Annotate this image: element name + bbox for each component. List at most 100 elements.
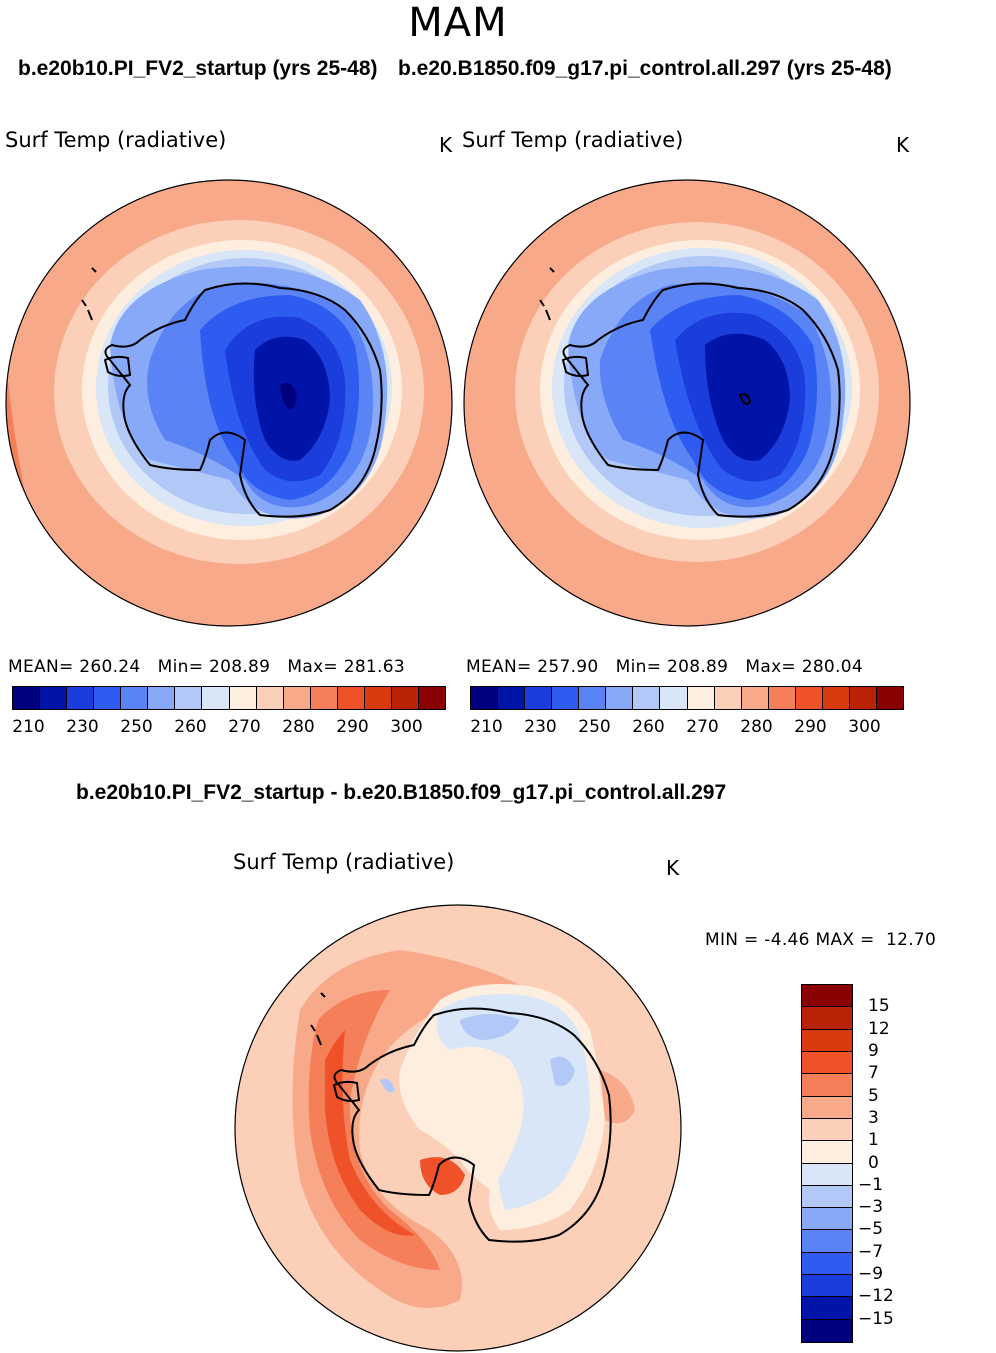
colorbar-swatch [802,985,852,1008]
variable-label-diff: Surf Temp (radiative) [233,850,455,874]
colorbar-swatch [802,1319,852,1342]
case-title-left: b.e20b10.PI_FV2_startup (yrs 25-48) [18,57,378,80]
colorbar-swatch [802,1074,852,1097]
colorbar-tick-label: 3 [868,1107,879,1128]
colorbar-swatch [40,687,68,709]
colorbar-swatch [633,687,661,709]
colorbar-swatch [175,687,203,709]
colorbar-tick-label: −9 [858,1264,884,1285]
difference-title: b.e20b10.PI_FV2_startup - b.e20.B1850.f0… [76,781,727,804]
min-value-diff: -4.46 [764,930,810,950]
colorbar-swatch [579,687,607,709]
colorbar-swatch [795,687,823,709]
min-value-left: 208.89 [208,657,271,677]
colorbar-tick-label: 260 [174,717,207,737]
colorbar-swatch [552,687,580,709]
colorbar-swatch [606,687,634,709]
colorbar-swatch [418,687,445,709]
colorbar-tick-label: 1 [868,1130,879,1151]
colorbar-swatch [13,687,41,709]
colorbar-tick-label: 9 [868,1040,879,1061]
colorbar-tick-label: 210 [470,717,503,737]
colorbar-swatch [802,1230,852,1253]
colorbar-swatch [876,687,903,709]
colorbar-tick-label: 300 [848,717,881,737]
map-difference-field [235,905,681,1351]
colorbar-tick-label: 260 [632,717,665,737]
colorbar-swatch [822,687,850,709]
colorbar-tick-label: −7 [858,1241,884,1262]
colorbar-swatch [660,687,688,709]
colorbar-swatch [802,1275,852,1298]
stats-left: MEAN= 260.24 Min= 208.89 Max= 281.63 [8,657,405,677]
colorbar-swatch [741,687,769,709]
colorbar-swatch [714,687,742,709]
colorbar-diff [801,984,853,1343]
min-value-right: 208.89 [666,657,729,677]
colorbar-swatch [148,687,176,709]
colorbar-swatch [256,687,284,709]
units-label-left: K [439,133,453,157]
colorbar-swatch [849,687,877,709]
colorbar-swatch [525,687,553,709]
units-label-right: K [896,133,910,157]
colorbar-tick-label: 12 [868,1018,890,1039]
colorbar-tick-label: 300 [390,717,423,737]
colorbar-swatch [802,1029,852,1052]
colorbar-swatch [802,1051,852,1075]
colorbar-swatch [498,687,526,709]
colorbar-swatch [121,687,149,709]
stats-right: MEAN= 257.90 Min= 208.89 Max= 280.04 [466,657,863,677]
colorbar-tick-label: 290 [794,717,827,737]
map-right-field [464,180,910,626]
colorbar-tick-label: 7 [868,1063,879,1084]
colorbar-tick-label: 230 [66,717,99,737]
colorbar-swatch [802,1007,852,1030]
mean-value-right: 257.90 [537,657,599,677]
colorbar-swatch [687,687,715,709]
colorbar-swatch [391,687,419,709]
colorbar-swatch [471,687,499,709]
colorbar-swatch [802,1118,852,1142]
colorbar-tick-label: 270 [228,717,261,737]
colorbar-swatch [310,687,338,709]
colorbar-right [470,686,904,710]
mean-value-left: 260.24 [79,657,141,677]
colorbar-tick-label: −3 [858,1197,884,1218]
colorbar-swatch [802,1252,852,1276]
colorbar-swatch [94,687,122,709]
colorbar-swatch [202,687,230,709]
colorbar-tick-label: −15 [858,1308,894,1329]
units-label-diff: K [666,856,680,880]
colorbar-swatch [364,687,392,709]
colorbar-left [12,686,446,710]
max-value-right: 280.04 [801,657,863,677]
season-title: MAM [408,0,508,46]
colorbar-tick-label: 270 [686,717,719,737]
max-value-left: 281.63 [343,657,405,677]
colorbar-tick-label: −12 [858,1286,894,1307]
colorbar-tick-label: −5 [858,1219,884,1240]
case-title-right: b.e20.B1850.f09_g17.pi_control.all.297 (… [398,57,892,80]
variable-label-right: Surf Temp (radiative) [462,128,684,152]
colorbar-tick-label: 230 [524,717,557,737]
colorbar-swatch [768,687,796,709]
colorbar-swatch [802,1185,852,1209]
colorbar-swatch [229,687,257,709]
colorbar-tick-label: 250 [578,717,611,737]
colorbar-swatch [283,687,311,709]
colorbar-tick-label: 210 [12,717,45,737]
colorbar-tick-label: 5 [868,1085,879,1106]
colorbar-swatch [802,1096,852,1119]
colorbar-swatch [802,1297,852,1320]
colorbar-swatch [337,687,365,709]
colorbar-swatch [802,1163,852,1186]
colorbar-tick-label: 15 [868,996,890,1017]
colorbar-swatch [67,687,95,709]
colorbar-tick-label: 290 [336,717,369,737]
colorbar-tick-label: 250 [120,717,153,737]
colorbar-swatch [802,1141,852,1164]
